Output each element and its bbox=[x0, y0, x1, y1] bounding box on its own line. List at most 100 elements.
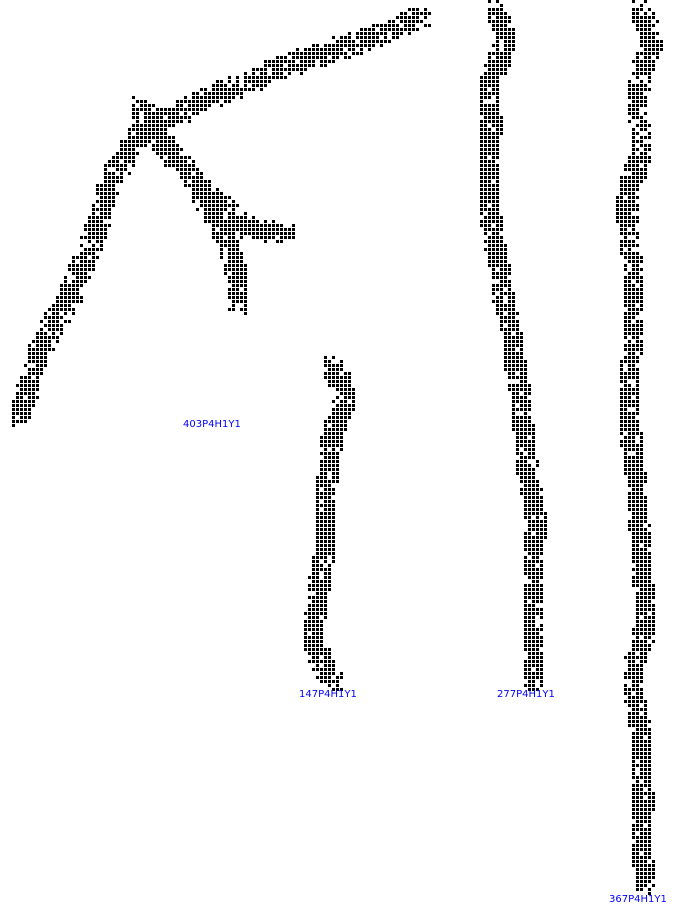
pattern-cell bbox=[488, 84, 491, 87]
pattern-cell bbox=[324, 48, 327, 51]
pattern-cell bbox=[328, 536, 331, 539]
pattern-cell bbox=[184, 100, 187, 103]
pattern-cell bbox=[148, 136, 151, 139]
pattern-cell bbox=[32, 372, 35, 375]
pattern-cell bbox=[636, 288, 639, 291]
pattern-cell bbox=[536, 556, 539, 559]
pattern-cell bbox=[100, 188, 103, 191]
pattern-cell bbox=[488, 12, 491, 15]
pattern-cell bbox=[636, 460, 639, 463]
pattern-cell bbox=[156, 132, 159, 135]
pattern-cell bbox=[636, 328, 639, 331]
pattern-cell bbox=[320, 60, 323, 63]
pattern-cell bbox=[640, 640, 643, 643]
pattern-cell bbox=[232, 84, 235, 87]
pattern-cell bbox=[100, 224, 103, 227]
pattern-cell bbox=[196, 196, 199, 199]
pattern-cell bbox=[132, 144, 135, 147]
pattern-cell bbox=[192, 96, 195, 99]
pattern-cell bbox=[328, 460, 331, 463]
pattern-cell bbox=[188, 176, 191, 179]
pattern-cell bbox=[492, 144, 495, 147]
pattern-cell bbox=[324, 480, 327, 483]
pattern-cell bbox=[104, 224, 107, 227]
pattern-cell bbox=[636, 404, 639, 407]
pattern-cell bbox=[628, 476, 631, 479]
pattern-cell bbox=[504, 352, 507, 355]
pattern-cell bbox=[324, 472, 327, 475]
pattern-cell bbox=[332, 368, 335, 371]
pattern-cell bbox=[648, 888, 651, 891]
pattern-cell bbox=[180, 116, 183, 119]
pattern-cell bbox=[364, 44, 367, 47]
pattern-cell bbox=[192, 92, 195, 95]
pattern-cell bbox=[628, 368, 631, 371]
pattern-cell bbox=[644, 784, 647, 787]
pattern-cell bbox=[524, 368, 527, 371]
pattern-cell bbox=[12, 400, 15, 403]
pattern-cell bbox=[532, 524, 535, 527]
pattern-cell bbox=[648, 808, 651, 811]
pattern-cell bbox=[404, 24, 407, 27]
pattern-cell bbox=[628, 332, 631, 335]
pattern-cell bbox=[496, 276, 499, 279]
pattern-cell bbox=[636, 372, 639, 375]
pattern-cell bbox=[336, 420, 339, 423]
pattern-cell bbox=[632, 416, 635, 419]
pattern-cell bbox=[644, 20, 647, 23]
pattern-cell bbox=[648, 624, 651, 627]
pattern-cell bbox=[324, 652, 327, 655]
pattern-cell bbox=[648, 584, 651, 587]
pattern-cell bbox=[540, 596, 543, 599]
pattern-cell bbox=[40, 328, 43, 331]
pattern-cell bbox=[28, 396, 31, 399]
pattern-cell bbox=[636, 400, 639, 403]
pattern-cell bbox=[344, 396, 347, 399]
pattern-cell bbox=[496, 264, 499, 267]
pattern-cell bbox=[244, 72, 247, 75]
pattern-cell bbox=[544, 532, 547, 535]
pattern-cell bbox=[188, 172, 191, 175]
pattern-cell bbox=[640, 504, 643, 507]
pattern-cell bbox=[640, 668, 643, 671]
pattern-cell bbox=[136, 100, 139, 103]
pattern-cell bbox=[340, 424, 343, 427]
pattern-cell bbox=[324, 680, 327, 683]
pattern-cell bbox=[240, 276, 243, 279]
pattern-cell bbox=[136, 132, 139, 135]
pattern-cell bbox=[320, 544, 323, 547]
pattern-cell bbox=[96, 228, 99, 231]
pattern-cell bbox=[316, 592, 319, 595]
pattern-cell bbox=[480, 212, 483, 215]
pattern-cell bbox=[228, 96, 231, 99]
pattern-cell bbox=[356, 32, 359, 35]
pattern-cell bbox=[640, 804, 643, 807]
pattern-cell bbox=[52, 336, 55, 339]
pattern-cell bbox=[400, 32, 403, 35]
pattern-cell bbox=[632, 228, 635, 231]
pattern-cell bbox=[632, 84, 635, 87]
pattern-cell bbox=[152, 120, 155, 123]
pattern-cell bbox=[508, 324, 511, 327]
pattern-cell bbox=[500, 260, 503, 263]
pattern-cell bbox=[164, 152, 167, 155]
pattern-cell bbox=[324, 428, 327, 431]
pattern-cell bbox=[628, 320, 631, 323]
pattern-cell bbox=[316, 500, 319, 503]
pattern-cell bbox=[644, 720, 647, 723]
pattern-cell bbox=[636, 280, 639, 283]
pattern-cell bbox=[268, 236, 271, 239]
pattern-cell bbox=[116, 176, 119, 179]
pattern-cell bbox=[504, 24, 507, 27]
pattern-cell bbox=[500, 328, 503, 331]
pattern-cell bbox=[640, 688, 643, 691]
pattern-cell bbox=[632, 260, 635, 263]
pattern-cell bbox=[204, 220, 207, 223]
pattern-cell bbox=[196, 192, 199, 195]
pattern-cell bbox=[20, 396, 23, 399]
pattern-cell bbox=[136, 124, 139, 127]
pattern-cell bbox=[620, 248, 623, 251]
pattern-cell bbox=[100, 244, 103, 247]
pattern-cell bbox=[648, 600, 651, 603]
pattern-cell bbox=[188, 116, 191, 119]
